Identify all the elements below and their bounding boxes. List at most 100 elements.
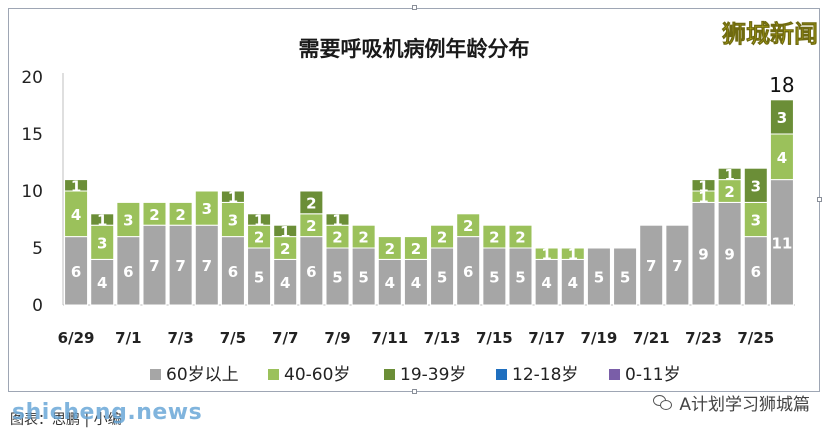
x-tick-label: 7/7 (272, 329, 298, 347)
bar-data-label: 1 (228, 189, 238, 207)
bar-data-label: 3 (228, 212, 238, 230)
bar-data-label: 1 (724, 166, 734, 184)
bar-segment (247, 213, 272, 226)
bar-data-label: 7 (646, 257, 656, 275)
bar-data-label: 4 (71, 206, 81, 224)
bar-data-label: 3 (123, 212, 133, 230)
bar-segment (64, 179, 89, 192)
bar-data-label: 4 (97, 274, 107, 292)
bar-data-label: 1 (568, 246, 578, 264)
bar-data-label: 2 (306, 194, 316, 212)
bar-data-label: 5 (489, 269, 499, 287)
bar-segment (377, 236, 402, 260)
bar-data-label: 4 (568, 274, 578, 292)
x-tick-label: 7/13 (424, 329, 461, 347)
bar-total-label: 18 (769, 73, 794, 97)
bar-data-label: 2 (411, 240, 421, 258)
bar-data-label: 5 (332, 269, 342, 287)
x-tick-label: 7/23 (685, 329, 722, 347)
bar-segment (665, 224, 690, 306)
chart-caption: 图表：思鹏 | 小编 (10, 412, 122, 428)
bar-data-label: 1 (254, 212, 264, 230)
bar-data-label: 1 (71, 177, 81, 195)
x-tick-label: 6/29 (58, 329, 95, 347)
bar-segment (142, 201, 167, 226)
y-tick-label: 20 (21, 68, 43, 88)
bar-data-label: 4 (411, 274, 421, 292)
bar-data-label: 6 (123, 263, 133, 281)
y-tick-label: 15 (21, 125, 43, 145)
legend-label: 40-60岁 (284, 365, 350, 385)
legend-swatch (609, 369, 620, 380)
bar-data-label: 1 (97, 212, 107, 230)
bar-data-label: 4 (777, 149, 787, 167)
bar-data-label: 2 (175, 206, 185, 224)
bar-data-label: 6 (228, 263, 238, 281)
bar-segment (168, 201, 193, 226)
bar-data-label: 9 (724, 246, 734, 264)
x-tick-label: 7/3 (167, 329, 193, 347)
bar-data-label: 2 (724, 183, 734, 201)
bar-segment (691, 179, 716, 192)
bar-data-label: 5 (620, 269, 630, 287)
bar-segment (534, 247, 559, 260)
bar-segment (613, 247, 638, 306)
bar-data-label: 6 (463, 263, 473, 281)
bar-data-label: 3 (751, 212, 761, 230)
bar-data-label: 6 (71, 263, 81, 281)
bar-data-label: 5 (254, 269, 264, 287)
wechat-account: A计划学习狮城篇 (653, 390, 810, 415)
y-tick-label: 0 (32, 296, 43, 316)
bar-segment (586, 247, 611, 306)
bar-data-label: 3 (777, 109, 787, 127)
bar-segment (482, 224, 507, 249)
bar-data-label: 7 (149, 257, 159, 275)
legend-label: 60岁以上 (166, 365, 239, 385)
bar-segment (769, 99, 794, 135)
bar-data-label: 5 (515, 269, 525, 287)
brand-watermark: 狮城新闻 (722, 20, 819, 49)
x-tick-label: 7/19 (581, 329, 618, 347)
bar-segment (299, 190, 324, 215)
bar-segment (508, 224, 533, 249)
bar-data-label: 2 (254, 229, 264, 247)
bar-data-label: 1 (332, 212, 342, 230)
bar-data-label: 4 (385, 274, 395, 292)
bar-segment (403, 236, 428, 260)
bar-data-label: 3 (97, 234, 107, 252)
x-tick-label: 7/21 (633, 329, 670, 347)
x-tick-label: 7/15 (476, 329, 513, 347)
bar-data-label: 6 (306, 263, 316, 281)
bar-data-label: 1 (698, 189, 708, 207)
x-tick-label: 7/5 (220, 329, 246, 347)
bar-segment (325, 213, 350, 226)
bar-segment (90, 213, 115, 226)
bar-data-label: 2 (515, 229, 525, 247)
legend-swatch (150, 369, 161, 380)
legend-label: 19-39岁 (400, 365, 466, 385)
bar-data-label: 2 (306, 217, 316, 235)
resize-handle-right[interactable] (817, 197, 822, 202)
bar-segment (743, 167, 768, 203)
bar-data-label: 1 (698, 177, 708, 195)
bar-segment (430, 224, 455, 249)
legend-swatch (496, 369, 507, 380)
bar-data-label: 3 (202, 200, 212, 218)
wechat-icon (653, 394, 673, 411)
bar-data-label: 5 (358, 269, 368, 287)
resize-handle-bottom[interactable] (412, 389, 417, 394)
bar-data-label: 2 (149, 206, 159, 224)
bar-segment (116, 201, 141, 238)
bar-data-label: 2 (463, 217, 473, 235)
chart-title: 需要呼吸机病例年龄分布 (299, 37, 530, 61)
site-watermark: shicheng.news (12, 400, 203, 425)
bar-data-label: 1 (280, 223, 290, 241)
bar-segment (194, 190, 219, 226)
resize-handle-top[interactable] (412, 5, 417, 10)
bar-data-label: 7 (672, 257, 682, 275)
wechat-account-name: A计划学习狮城篇 (679, 395, 810, 415)
bar-data-label: 2 (385, 240, 395, 258)
legend: 60岁以上 40-60岁 19-39岁 12-18岁 0-11岁 (150, 365, 681, 385)
bar-data-label: 11 (771, 234, 792, 252)
